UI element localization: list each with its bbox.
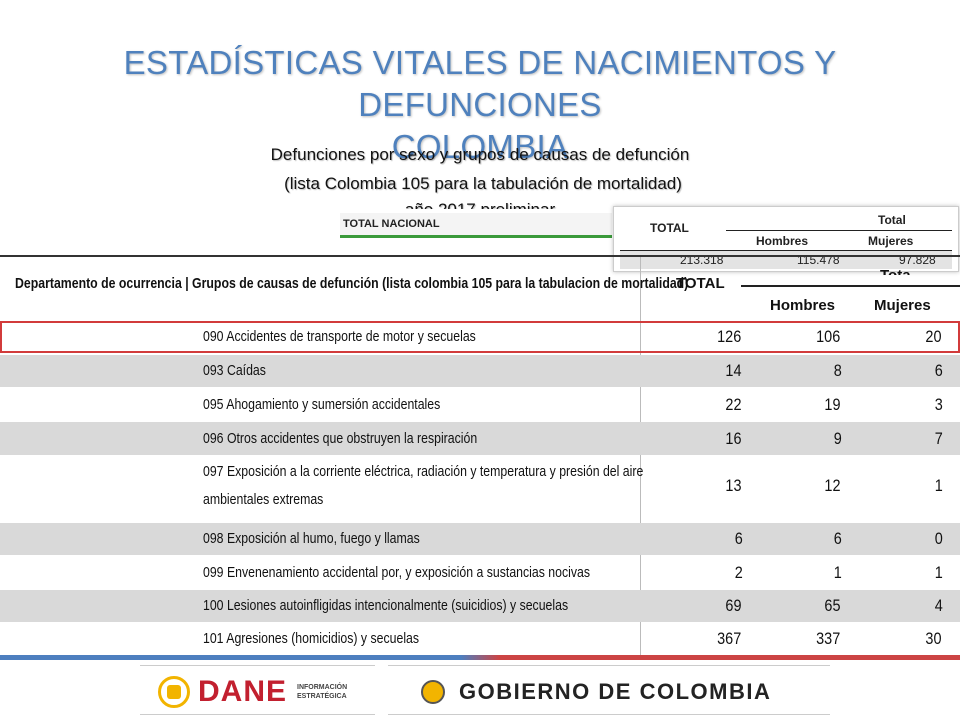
title-line-1: ESTADÍSTICAS VITALES DE NACIMIENTOS Y DE… xyxy=(123,44,837,123)
row-description: 101 Agresiones (homicidios) y secuelas xyxy=(203,630,420,647)
subtitle-line-3: año 2017 preliminar xyxy=(0,199,960,209)
row-total: 22 xyxy=(725,395,742,414)
table-row: 096 Otros accidentes que obstruyen la re… xyxy=(0,422,960,455)
row-mujeres: 20 xyxy=(925,327,942,346)
divider xyxy=(620,250,952,251)
row-description: 099 Envenenamiento accidental por, y exp… xyxy=(203,564,591,581)
total-nacional-group-header: Total xyxy=(878,213,906,227)
header-rule xyxy=(741,285,960,287)
dane-wordmark: DANE xyxy=(198,675,288,708)
row-description: 096 Otros accidentes que obstruyen la re… xyxy=(203,429,478,447)
row-description: 090 Accidentes de transporte de motor y … xyxy=(203,328,476,345)
row-hombres: 106 xyxy=(815,327,840,346)
header-group: Total xyxy=(880,267,910,275)
row-hombres: 8 xyxy=(833,361,842,380)
row-mujeres: 4 xyxy=(934,596,943,615)
total-nacional-total-header: TOTAL xyxy=(650,221,689,235)
gobierno-logo: GOBIERNO DE COLOMBIA xyxy=(421,676,771,708)
row-mujeres: 6 xyxy=(934,361,943,380)
total-nacional-label: TOTAL NACIONAL xyxy=(343,218,440,230)
dane-tagline: INFORMACIÓN ESTRATÉGICA xyxy=(297,683,347,701)
row-hombres: 337 xyxy=(815,629,840,648)
table-row: 090 Accidentes de transporte de motor y … xyxy=(0,321,960,353)
row-total: 14 xyxy=(725,361,742,380)
row-mujeres: 1 xyxy=(934,563,943,582)
row-hombres: 9 xyxy=(833,428,842,448)
dane-tagline-line-1: INFORMACIÓN xyxy=(297,684,348,691)
footer: DANE INFORMACIÓN ESTRATÉGICA GOBIERNO DE… xyxy=(0,660,960,720)
row-hombres: 6 xyxy=(833,529,842,548)
total-nacional-mujeres-header: Mujeres xyxy=(868,234,914,248)
seal-icon xyxy=(421,680,445,704)
row-description: 097 Exposición a la corriente eléctrica,… xyxy=(203,463,644,480)
row-mujeres: 7 xyxy=(934,428,943,448)
row-total: 13 xyxy=(725,476,742,495)
table-row: 101 Agresiones (homicidios) y secuelas 3… xyxy=(0,623,960,655)
row-mujeres: 0 xyxy=(934,529,943,548)
table-row: 097 Exposición a la corriente eléctrica,… xyxy=(0,455,960,517)
divider xyxy=(140,714,375,715)
page-title: ESTADÍSTICAS VITALES DE NACIMIENTOS Y DE… xyxy=(0,42,960,168)
row-hombres: 1 xyxy=(833,563,842,582)
table-row: 098 Exposición al humo, fuego y llamas 6… xyxy=(0,523,960,555)
total-nacional-hombres-header: Hombres xyxy=(756,234,809,248)
row-description: 098 Exposición al humo, fuego y llamas xyxy=(203,530,420,547)
dane-tagline-line-2: ESTRATÉGICA xyxy=(297,693,347,700)
table-top-rule xyxy=(0,255,960,257)
row-mujeres: 3 xyxy=(934,395,943,414)
header-hombres: Hombres xyxy=(770,297,836,314)
causes-table: Departamento de ocurrencia | Grupos de c… xyxy=(0,245,960,655)
row-description: 095 Ahogamiento y sumersión accidentales xyxy=(203,396,441,413)
coat-of-arms-icon xyxy=(158,676,190,708)
row-total: 6 xyxy=(734,529,743,548)
row-description: 093 Caídas xyxy=(203,362,266,379)
header-mujeres: Mujeres xyxy=(874,297,931,314)
footer-color-band xyxy=(0,655,960,660)
dane-logo: DANE INFORMACIÓN ESTRATÉGICA xyxy=(158,675,347,708)
gobierno-wordmark: GOBIERNO DE COLOMBIA xyxy=(459,679,772,704)
row-total: 2 xyxy=(734,563,743,582)
divider xyxy=(726,230,952,231)
subtitle-line-2: (lista Colombia 105 para la tabulación d… xyxy=(284,174,682,193)
divider xyxy=(388,714,830,715)
row-mujeres: 30 xyxy=(925,629,942,648)
table-row: 100 Lesiones autoinfligidas intencionalm… xyxy=(0,590,960,622)
header-total: TOTAL xyxy=(676,275,725,292)
header-description: Departamento de ocurrencia | Grupos de c… xyxy=(15,275,689,292)
row-total: 367 xyxy=(716,629,741,648)
divider xyxy=(388,665,830,666)
row-total: 69 xyxy=(725,596,742,615)
row-description: 100 Lesiones autoinfligidas intencionalm… xyxy=(203,597,569,614)
row-total: 16 xyxy=(725,428,742,448)
table-row: 093 Caídas 14 8 6 xyxy=(0,355,960,387)
table-row: 099 Envenenamiento accidental por, y exp… xyxy=(0,557,960,589)
title-line-2: COLOMBIA xyxy=(391,128,569,165)
row-hombres: 12 xyxy=(824,476,841,495)
total-nacional-strip: TOTAL NACIONAL xyxy=(340,213,612,238)
table-row: 095 Ahogamiento y sumersión accidentales… xyxy=(0,389,960,421)
column-divider xyxy=(640,257,641,655)
row-hombres: 19 xyxy=(824,395,841,414)
row-mujeres: 1 xyxy=(934,476,943,495)
row-hombres: 65 xyxy=(824,596,841,615)
row-description-continued: ambientales extremas xyxy=(203,491,324,508)
subtitle-line-1: Defunciones por sexo y grupos de causas … xyxy=(270,145,690,164)
row-total: 126 xyxy=(716,327,741,346)
divider xyxy=(140,665,375,666)
